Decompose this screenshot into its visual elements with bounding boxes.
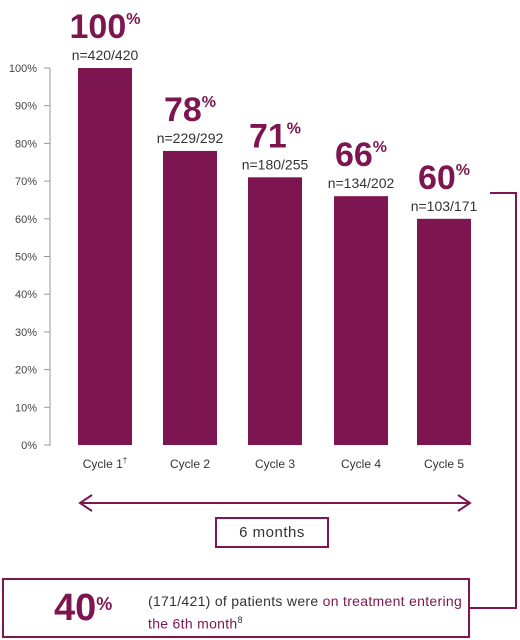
- callout-percentage: 40%: [54, 588, 112, 628]
- n-label: n=229/292: [157, 130, 224, 146]
- y-tick-label: 100%: [9, 63, 37, 75]
- six-months-label: 6 months: [239, 524, 305, 541]
- x-category-label: Cycle 2: [170, 457, 210, 471]
- value-label: 71%: [249, 117, 301, 155]
- callout-text: (171/421) of patients were on treatment …: [148, 592, 466, 634]
- callout-text-plain: (171/421) of patients were: [148, 593, 323, 609]
- x-category-label: Cycle 5: [424, 457, 464, 471]
- y-tick-label: 20%: [15, 365, 37, 377]
- bar-5: [417, 218, 471, 445]
- summary-callout-box: 40% (171/421) of patients were on treatm…: [2, 578, 470, 638]
- six-month-span-arrow: [78, 494, 472, 512]
- y-tick-label: 50%: [15, 252, 37, 264]
- bar-3: [248, 177, 302, 445]
- x-category-label: Cycle 1†: [83, 456, 127, 471]
- n-label: n=134/202: [328, 175, 395, 191]
- bar-4: [334, 196, 388, 445]
- x-category-label: Cycle 3: [255, 457, 295, 471]
- value-label: 66%: [335, 136, 387, 174]
- y-tick-label: 30%: [15, 327, 37, 339]
- y-tick-label: 40%: [15, 289, 37, 301]
- n-label: n=180/255: [242, 156, 309, 172]
- value-label: 100%: [70, 8, 141, 46]
- y-tick-label: 70%: [15, 176, 37, 188]
- y-tick-label: 90%: [15, 101, 37, 113]
- callout-pct-suffix: %: [96, 594, 113, 614]
- callout-reference-superscript: 8: [237, 615, 243, 625]
- six-months-label-box: 6 months: [215, 517, 329, 548]
- y-tick-label: 10%: [15, 402, 37, 414]
- n-label: n=103/171: [411, 198, 478, 214]
- y-tick-label: 60%: [15, 214, 37, 226]
- x-category-label: Cycle 4: [341, 457, 381, 471]
- callout-text-highlight: on treatment entering the 6th month: [148, 593, 463, 632]
- value-label: 60%: [418, 159, 470, 197]
- n-label: n=420/420: [72, 47, 139, 63]
- bar-1: [78, 68, 132, 445]
- callout-pct-value: 40: [54, 587, 97, 629]
- callout-connector-line: [470, 192, 517, 609]
- y-tick-label: 0%: [21, 440, 37, 452]
- y-tick-label: 80%: [15, 138, 37, 150]
- bar-2: [163, 150, 217, 445]
- value-label: 78%: [164, 91, 216, 129]
